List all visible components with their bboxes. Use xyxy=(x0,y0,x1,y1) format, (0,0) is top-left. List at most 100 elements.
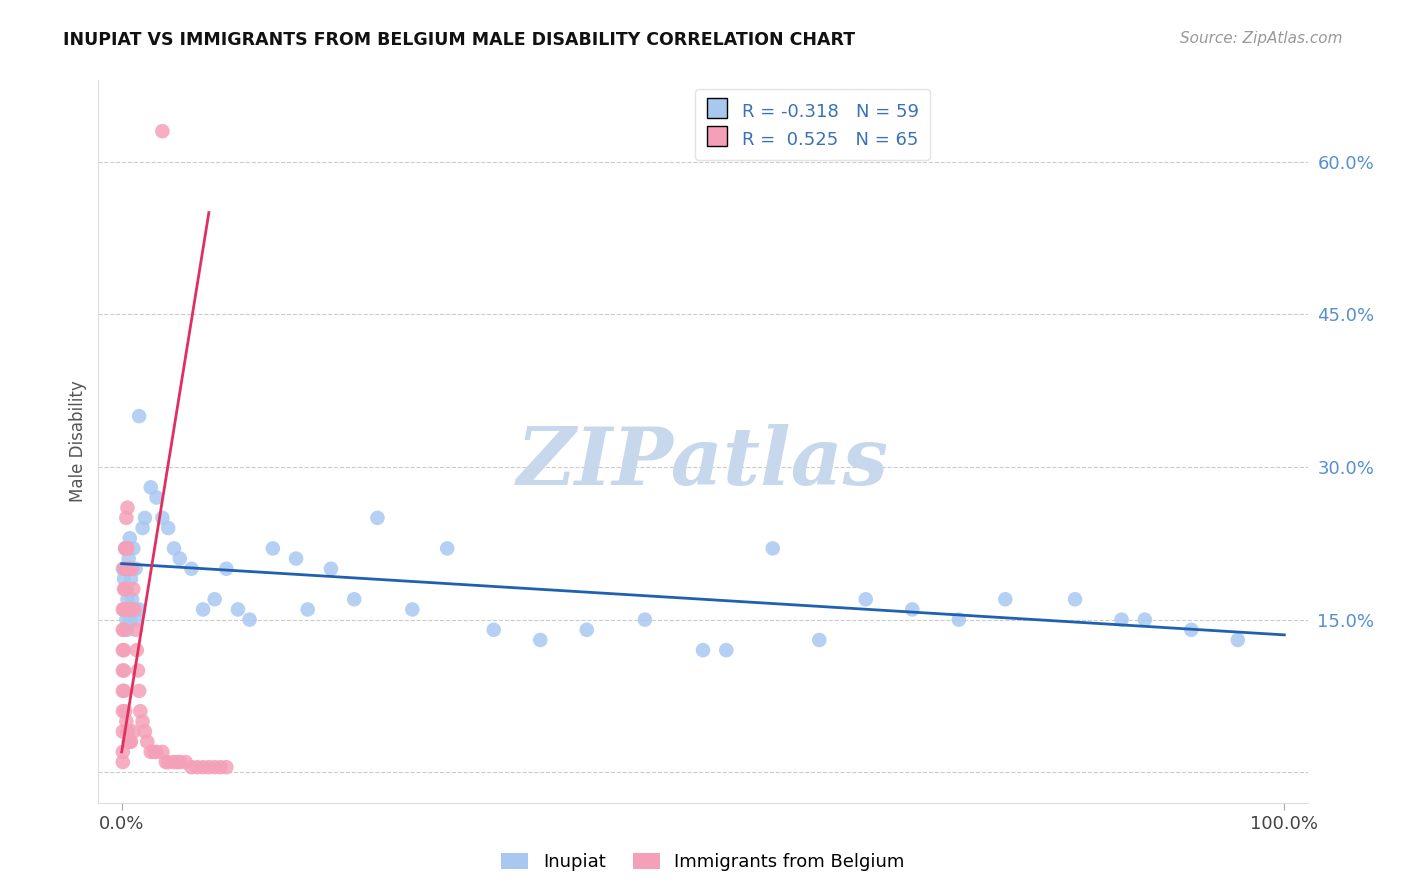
Point xyxy=(112,572,135,586)
Point xyxy=(436,541,458,556)
Point xyxy=(262,541,284,556)
Point xyxy=(114,562,136,576)
Point xyxy=(901,602,924,616)
Point xyxy=(115,714,138,729)
Point xyxy=(115,541,138,556)
Point xyxy=(112,582,135,596)
Point xyxy=(114,541,136,556)
Point xyxy=(122,724,145,739)
Point xyxy=(111,664,134,678)
Point xyxy=(125,643,148,657)
Point xyxy=(111,643,134,657)
Point xyxy=(118,551,141,566)
Point xyxy=(401,602,423,616)
Point xyxy=(139,745,162,759)
Point xyxy=(115,582,138,596)
Point xyxy=(117,623,139,637)
Point xyxy=(127,664,149,678)
Point xyxy=(124,602,146,616)
Point xyxy=(121,592,143,607)
Point xyxy=(239,613,262,627)
Point xyxy=(124,613,146,627)
Point xyxy=(204,760,226,774)
Point xyxy=(124,562,146,576)
Point xyxy=(285,551,308,566)
Point xyxy=(226,602,249,616)
Point xyxy=(118,735,141,749)
Point xyxy=(1226,632,1249,647)
Point xyxy=(169,755,191,769)
Point xyxy=(948,613,970,627)
Point xyxy=(1180,623,1202,637)
Point xyxy=(117,724,139,739)
Point xyxy=(215,760,238,774)
Point xyxy=(115,613,138,627)
Point xyxy=(198,760,221,774)
Point xyxy=(122,582,145,596)
Point xyxy=(118,562,141,576)
Point xyxy=(157,755,180,769)
Point xyxy=(297,602,319,616)
Point xyxy=(118,602,141,616)
Point xyxy=(118,531,141,545)
Point xyxy=(174,755,197,769)
Point xyxy=(114,602,136,616)
Point xyxy=(111,623,134,637)
Point xyxy=(139,480,162,494)
Point xyxy=(191,602,214,616)
Point xyxy=(117,592,139,607)
Point xyxy=(155,755,177,769)
Point xyxy=(118,562,141,576)
Point xyxy=(204,592,226,607)
Point xyxy=(150,124,173,138)
Point xyxy=(634,613,657,627)
Point xyxy=(131,521,153,535)
Point xyxy=(529,632,551,647)
Point xyxy=(166,755,188,769)
Point xyxy=(120,572,142,586)
Y-axis label: Male Disability: Male Disability xyxy=(69,381,87,502)
Point xyxy=(112,562,135,576)
Point xyxy=(482,623,505,637)
Point xyxy=(114,704,136,718)
Point xyxy=(1133,613,1156,627)
Point xyxy=(120,602,142,616)
Point xyxy=(111,745,134,759)
Point xyxy=(762,541,785,556)
Point xyxy=(1111,613,1133,627)
Point xyxy=(186,760,208,774)
Point xyxy=(366,511,388,525)
Point xyxy=(118,602,141,616)
Point xyxy=(121,562,143,576)
Point xyxy=(215,562,238,576)
Point xyxy=(716,643,738,657)
Point xyxy=(128,684,150,698)
Point xyxy=(118,613,141,627)
Point xyxy=(120,735,142,749)
Point xyxy=(117,541,139,556)
Point xyxy=(145,491,167,505)
Point xyxy=(128,409,150,423)
Point xyxy=(111,562,134,576)
Point xyxy=(122,541,145,556)
Point xyxy=(112,643,135,657)
Point xyxy=(855,592,877,607)
Point xyxy=(143,745,166,759)
Text: INUPIAT VS IMMIGRANTS FROM BELGIUM MALE DISABILITY CORRELATION CHART: INUPIAT VS IMMIGRANTS FROM BELGIUM MALE … xyxy=(63,31,855,49)
Point xyxy=(111,684,134,698)
Point xyxy=(136,735,159,749)
Point xyxy=(111,602,134,616)
Point xyxy=(343,592,366,607)
Point xyxy=(111,704,134,718)
Point xyxy=(124,623,146,637)
Point xyxy=(112,684,135,698)
Point xyxy=(128,602,150,616)
Text: Source: ZipAtlas.com: Source: ZipAtlas.com xyxy=(1180,31,1343,46)
Point xyxy=(692,643,714,657)
Point xyxy=(808,632,831,647)
Point xyxy=(169,551,191,566)
Text: ZIPatlas: ZIPatlas xyxy=(517,425,889,502)
Legend: Inupiat, Immigrants from Belgium: Inupiat, Immigrants from Belgium xyxy=(494,846,912,879)
Point xyxy=(134,724,156,739)
Point xyxy=(129,704,152,718)
